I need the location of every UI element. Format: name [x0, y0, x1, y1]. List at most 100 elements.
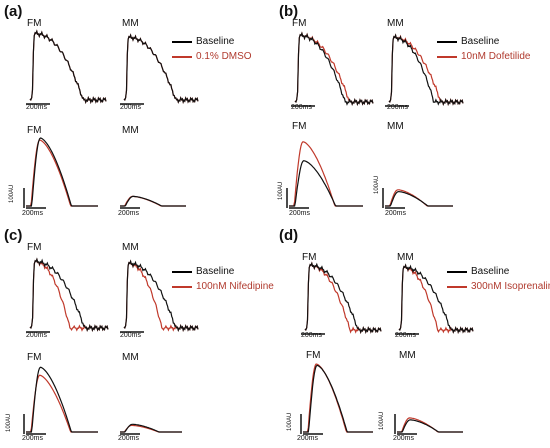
mm-ca-scalebar-label: 200ms [118, 435, 140, 442]
fm-ca-drug-trace [303, 363, 373, 433]
legend-swatch-baseline [437, 40, 457, 43]
fm-ca-baseline-trace [303, 364, 373, 433]
legend-text-baseline: Baseline [196, 266, 235, 277]
mm-ca-scalebar-label: 200ms [393, 435, 415, 442]
mm-ap-label: MM [122, 242, 139, 253]
mm-ca-amp-label: 100AU [379, 411, 385, 430]
legend-swatch-drug [447, 285, 467, 288]
legend-item-baseline: Baseline [172, 264, 274, 279]
mm-ca-label: MM [387, 121, 404, 132]
legend-swatch-baseline [172, 270, 192, 273]
legend-text-drug: 100nM Nifedipine [196, 281, 274, 292]
mm-ap-label: MM [122, 18, 139, 29]
mm-ca-baseline-trace [385, 190, 453, 207]
mm-ap-scalebar-label: 200ms [120, 104, 142, 111]
legend-item-baseline: Baseline [437, 34, 530, 49]
fm-ap-scalebar-label: 200ms [291, 104, 313, 111]
panel-c: (c) FM MM FM MM Baseline 100nM Nifedipin… [0, 224, 275, 448]
fm-ap-baseline-trace [29, 257, 109, 332]
fm-ca-amp-label: 100AU [9, 184, 15, 203]
mm-ca-label: MM [122, 125, 139, 136]
legend-swatch-drug [172, 55, 192, 58]
fm-ap-drug-trace [304, 261, 382, 334]
fm-ap-label: FM [27, 242, 42, 253]
legend: Baseline 0.1% DMSO [172, 34, 252, 64]
panel-d-plot [300, 261, 474, 435]
legend-swatch-baseline [172, 40, 192, 43]
legend: Baseline 300nM Isoprenaline [447, 264, 550, 294]
mm-ap-baseline-trace [398, 263, 474, 334]
panel-label: (b) [279, 3, 299, 20]
panel-label: (c) [4, 227, 23, 244]
fm-ap-scalebar-label: 200ms [26, 104, 48, 111]
legend-text-drug: 10nM Dofetilide [461, 51, 531, 62]
fm-ap-label: FM [27, 18, 42, 29]
fm-ap-drug-trace [29, 29, 107, 105]
legend-item-baseline: Baseline [172, 34, 252, 49]
mm-ap-scalebar-label: 200ms [395, 332, 417, 339]
legend-swatch-baseline [447, 270, 467, 273]
mm-ap-scalebar-label: 200ms [387, 104, 409, 111]
mm-ca-baseline-trace [120, 195, 186, 207]
legend-swatch-drug [437, 55, 457, 58]
fm-ca-label: FM [292, 121, 307, 132]
mm-ca-scalebar-label: 200ms [118, 210, 140, 217]
fm-ap-baseline-trace [294, 31, 374, 106]
fm-ap-baseline-trace [29, 29, 107, 105]
fm-ca-label: FM [27, 352, 42, 363]
legend-item-drug: 0.1% DMSO [172, 49, 252, 64]
legend-item-drug: 100nM Nifedipine [172, 279, 274, 294]
panel-label: (a) [4, 3, 23, 20]
legend: Baseline 10nM Dofetilide [437, 34, 530, 64]
fm-ca-baseline-trace [26, 137, 98, 207]
fm-ca-baseline-trace [26, 366, 98, 433]
legend-item-drug: 300nM Isoprenaline [447, 279, 550, 294]
fm-ap-scalebar-label: 200ms [301, 332, 323, 339]
fm-ap-scalebar-label: 200ms [26, 332, 48, 339]
mm-ap-label: MM [387, 18, 404, 29]
fm-ca-amp-label: 100AU [287, 412, 293, 431]
fm-ap-drug-trace [294, 31, 374, 106]
panel-a-plot [23, 29, 199, 209]
fm-ca-amp-label: 100AU [6, 413, 12, 432]
mm-ap-baseline-trace [123, 259, 199, 333]
panel-d: (d) FM MM FM MM Baseline 300nM Isoprenal… [275, 224, 550, 448]
legend-swatch-drug [172, 285, 192, 288]
fm-ca-label: FM [306, 350, 321, 361]
mm-ca-drug-trace [397, 417, 463, 433]
fm-ca-scalebar-label: 200ms [22, 435, 44, 442]
fm-ca-scalebar-label: 200ms [22, 210, 44, 217]
mm-ca-scalebar-label: 200ms [385, 210, 407, 217]
panel-label: (d) [279, 227, 299, 244]
panel-b-plot [286, 31, 464, 209]
fm-ap-label: FM [302, 252, 317, 263]
mm-ap-baseline-trace [123, 33, 199, 104]
fm-ca-scalebar-label: 200ms [289, 210, 311, 217]
mm-ca-baseline-trace [397, 419, 463, 433]
legend-text-baseline: Baseline [196, 36, 235, 47]
legend-text-drug: 0.1% DMSO [196, 51, 252, 62]
panel-a: (a) FM MM FM MM Baseline 0.1% DMSO 200ms… [0, 0, 275, 224]
fm-ca-drug-trace [289, 141, 363, 207]
mm-ca-label: MM [122, 352, 139, 363]
mm-ca-drug-trace [385, 189, 453, 207]
legend: Baseline 100nM Nifedipine [172, 264, 274, 294]
fm-ap-label: FM [292, 18, 307, 29]
mm-ap-baseline-trace [388, 33, 464, 107]
mm-ap-scalebar-label: 200ms [120, 332, 142, 339]
mm-ca-amp-label: 100AU [374, 175, 380, 194]
fm-ca-amp-label: 100AU [278, 181, 284, 200]
legend-item-baseline: Baseline [447, 264, 550, 279]
fm-ca-label: FM [27, 125, 42, 136]
panel-c-plot [23, 257, 199, 435]
legend-text-baseline: Baseline [461, 36, 500, 47]
legend-item-drug: 10nM Dofetilide [437, 49, 530, 64]
fm-ap-drug-trace [29, 257, 109, 332]
legend-text-baseline: Baseline [471, 266, 510, 277]
mm-ca-baseline-trace [120, 423, 182, 433]
mm-ap-label: MM [397, 252, 414, 263]
panel-b: (b) FM MM FM MM Baseline 10nM Dofetilide… [275, 0, 550, 224]
fm-ca-baseline-trace [289, 160, 363, 207]
fm-ap-baseline-trace [304, 261, 382, 334]
legend-text-drug: 300nM Isoprenaline [471, 281, 550, 292]
